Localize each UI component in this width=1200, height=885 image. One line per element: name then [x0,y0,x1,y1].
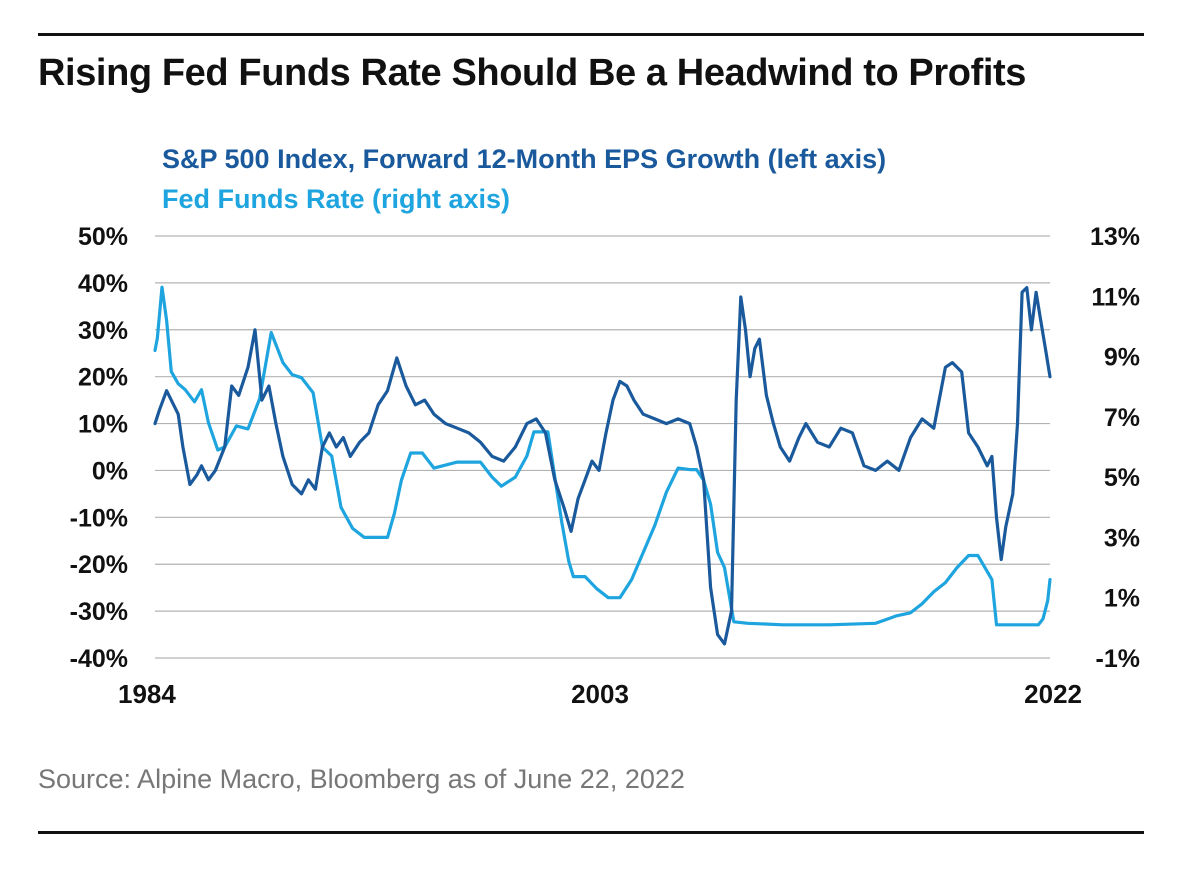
series-layer [153,285,1052,646]
x-tick-label: 2003 [571,679,629,709]
right-tick-label: 5% [1104,464,1140,492]
right-tick-label: 3% [1104,524,1140,552]
left-tick-label: 10% [78,411,128,439]
chart-title: Rising Fed Funds Rate Should Be a Headwi… [38,52,1026,94]
right-tick-label: 1% [1104,585,1140,613]
right-tick-label: 7% [1104,404,1140,432]
legend-fed-series: Fed Funds Rate (right axis) [162,184,511,214]
source-note: Source: Alpine Macro, Bloomberg as of Ju… [38,764,685,794]
left-tick-label: -10% [70,504,128,532]
right-tick-label: 13% [1090,223,1140,251]
x-axis-ticks: 1984 2003 2022 [118,679,1082,709]
grid-layer [155,235,1050,659]
legend-eps-series: S&P 500 Index, Forward 12-Month EPS Grow… [162,144,887,174]
left-tick-label: 0% [92,457,128,485]
top-rule [38,33,1144,36]
left-axis-ticks: 50% 40% 30% 20% 10% 0% -10% -20% -30% -40% [70,223,128,673]
right-tick-label: 9% [1104,344,1140,372]
right-tick-label: -1% [1096,645,1140,673]
left-tick-label: 20% [78,364,128,392]
bottom-rule [38,831,1144,834]
left-tick-label: -30% [70,598,128,626]
eps-growth-line [153,286,1052,646]
left-tick-label: -40% [70,645,128,673]
left-tick-label: -20% [70,551,128,579]
left-tick-label: 50% [78,223,128,251]
x-tick-label: 1984 [118,679,176,709]
right-tick-label: 11% [1091,283,1140,311]
left-tick-label: 40% [78,270,128,298]
right-axis-ticks: 13% 11% 9% 7% 5% 3% 1% -1% [1090,223,1140,673]
x-tick-label: 2022 [1024,679,1082,709]
left-tick-label: 30% [78,317,128,345]
